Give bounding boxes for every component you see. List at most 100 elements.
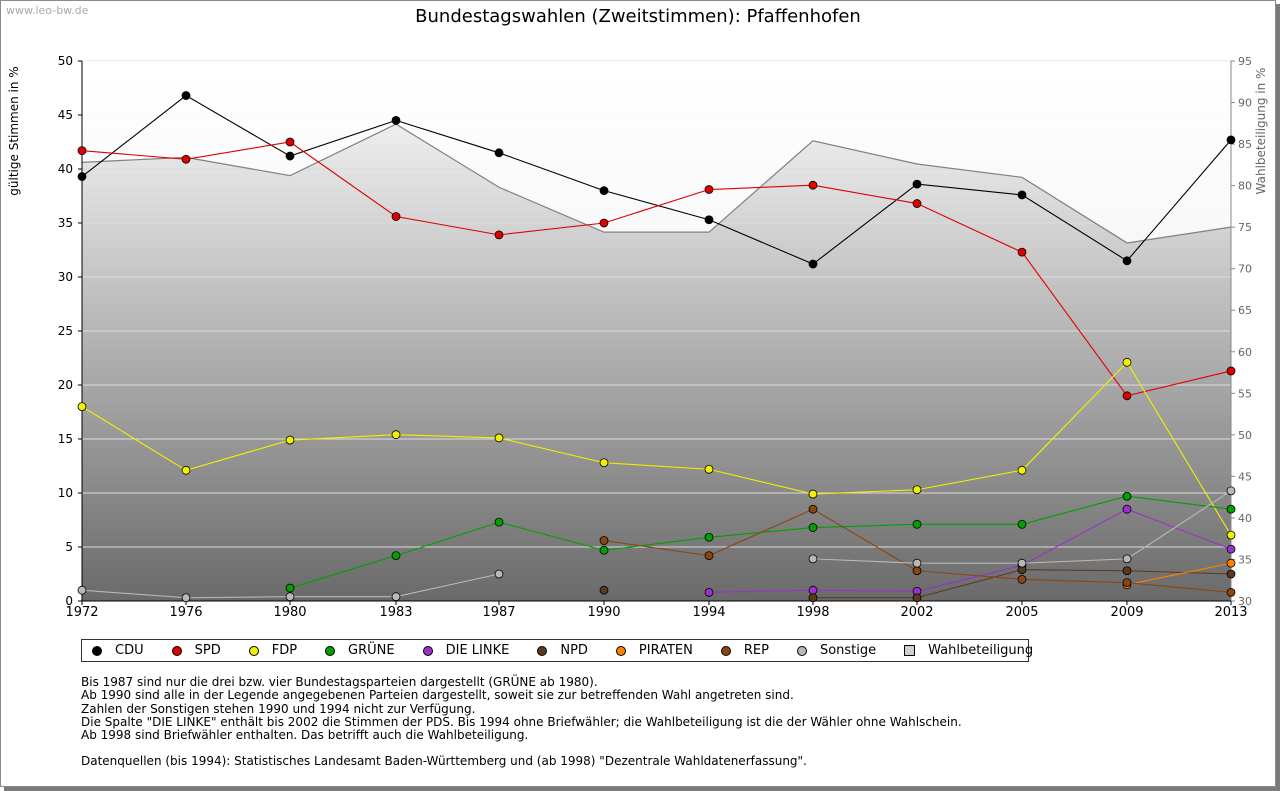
x-tick-label: 1990 [587, 605, 620, 620]
data-point [1226, 504, 1236, 514]
legend-label: PIRATEN [638, 643, 693, 658]
data-point [599, 218, 609, 228]
series-line [81, 361, 1232, 536]
data-point [599, 186, 609, 196]
y2-tick-label: 70 [1238, 263, 1252, 276]
data-point [391, 592, 401, 602]
legend-item: PIRATEN [615, 643, 693, 658]
y-tick-label: 45 [58, 108, 73, 122]
series-rep [599, 504, 1236, 597]
wahlbeteiligung-cover [82, 61, 1231, 243]
data-point [1226, 569, 1236, 579]
data-point [1017, 558, 1027, 568]
series-line [81, 94, 1232, 265]
y2-tick-label: 45 [1238, 470, 1252, 483]
data-point [912, 558, 922, 568]
y-tick-label: 50 [58, 54, 73, 68]
data-point [285, 435, 295, 445]
data-point [494, 148, 504, 158]
data-point [181, 465, 191, 475]
data-point [704, 532, 714, 542]
data-point [808, 593, 818, 603]
data-point [391, 551, 401, 561]
data-point [599, 536, 609, 545]
y-tick-label: 35 [58, 216, 73, 230]
data-point [1226, 135, 1236, 145]
y-tick-label: 10 [58, 486, 73, 500]
data-point [285, 592, 295, 602]
x-tick-label: 1976 [169, 605, 202, 620]
data-point [494, 433, 504, 443]
x-tick-label: 1972 [65, 605, 98, 620]
y2-tick-label: 55 [1238, 387, 1252, 400]
data-point [1226, 530, 1236, 540]
series-sonstige [77, 486, 1236, 603]
data-point [1226, 587, 1236, 597]
legend-marker [92, 645, 102, 656]
y-tick-label: 5 [65, 540, 73, 554]
y-tick-label: 0 [65, 594, 73, 608]
x-tick-label: 1983 [379, 605, 412, 620]
x-tick-label: 1998 [796, 605, 829, 620]
note-line: Ab 1998 sind Briefwähler enthalten. Das … [81, 728, 529, 743]
data-point [1122, 391, 1132, 401]
x-tick-label: 2002 [900, 605, 933, 620]
data-point [808, 259, 818, 269]
note-line: Ab 1990 sind alle in der Legende angegeb… [81, 688, 794, 703]
notes: Bis 1987 sind nur die drei bzw. vier Bun… [81, 675, 962, 769]
y2-tick-label: 35 [1238, 553, 1252, 566]
series-cdu [77, 91, 1236, 269]
x-tick-label: 1980 [273, 605, 306, 620]
legend: CDU SPD FDP GRÜNE DIE LINKE NPD PIRATEN REP Sons… [81, 639, 1033, 662]
data-point [599, 585, 609, 595]
data-point [1017, 519, 1027, 529]
data-point [704, 215, 714, 225]
data-point [704, 185, 714, 194]
data-point [1122, 256, 1132, 266]
data-point [181, 154, 191, 164]
legend-label: CDU [115, 643, 144, 658]
data-point [1122, 566, 1132, 576]
data-point [1017, 575, 1027, 584]
data-point [1017, 247, 1027, 257]
y2-tick-label: 80 [1238, 180, 1252, 193]
legend-item: NPD [537, 643, 588, 658]
data-point [494, 569, 504, 579]
legend-item: Wahlbeteiligung [904, 643, 1033, 658]
data-point [599, 458, 609, 468]
series-npd [599, 565, 1236, 603]
y2-tick-label: 85 [1238, 138, 1252, 151]
series-line [81, 141, 1232, 397]
legend-label: SPD [194, 643, 221, 658]
legend-marker [615, 645, 626, 656]
data-point [704, 464, 714, 474]
x-tick-label: 2005 [1005, 605, 1038, 620]
series-line [1126, 562, 1232, 586]
data-point [1226, 486, 1236, 496]
data-point [181, 91, 191, 100]
y2-tick-label: 60 [1238, 346, 1252, 359]
data-point [1122, 491, 1132, 501]
y2-tick-label: 30 [1238, 595, 1252, 608]
y2-axis-label: Wahlbeteiligung in % [1254, 68, 1268, 195]
legend-item: SPD [171, 643, 221, 658]
note-line: Bis 1987 sind nur die drei bzw. vier Bun… [81, 675, 598, 689]
legend-label: NPD [560, 643, 588, 658]
data-point [808, 504, 818, 514]
y2-tick-label: 50 [1238, 429, 1252, 442]
legend-marker [904, 645, 916, 656]
data-point [599, 545, 609, 555]
legend-item: DIE LINKE [422, 643, 509, 658]
legend-label: FDP [271, 643, 298, 658]
data-point [912, 179, 922, 189]
data-point [285, 137, 295, 147]
data-point [1226, 366, 1236, 376]
x-tick-label: 2013 [1214, 605, 1247, 620]
y2-tick-label: 75 [1238, 221, 1252, 234]
legend-item: FDP [248, 643, 298, 658]
legend-label: Wahlbeteiligung [928, 643, 1034, 658]
legend-item: Sonstige [796, 643, 876, 658]
y-tick-label: 15 [58, 432, 73, 446]
data-point [494, 517, 504, 527]
